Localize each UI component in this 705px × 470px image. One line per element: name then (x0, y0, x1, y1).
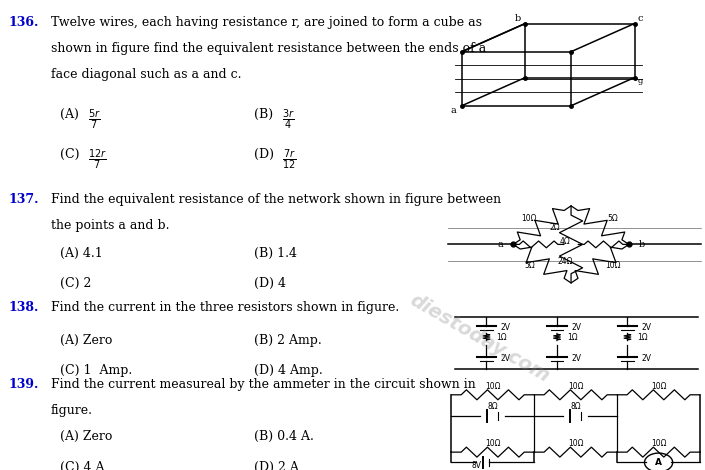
Text: 24Ω: 24Ω (558, 257, 573, 266)
Text: (A) Zero: (A) Zero (60, 430, 112, 443)
Text: 10Ω: 10Ω (651, 439, 666, 448)
Text: 10Ω: 10Ω (522, 213, 537, 222)
Text: Find the current measureal by the ammeter in the circuit shown in: Find the current measureal by the ammete… (51, 378, 475, 392)
Text: a: a (498, 240, 503, 249)
Text: 136.: 136. (8, 16, 39, 30)
Text: 10Ω: 10Ω (651, 382, 666, 391)
Text: b: b (515, 14, 521, 23)
Text: a: a (450, 106, 456, 115)
Text: shown in figure find the equivalent resistance between the ends of a: shown in figure find the equivalent resi… (51, 42, 486, 55)
Text: (D) 4: (D) 4 (254, 277, 286, 290)
Text: (D): (D) (254, 148, 274, 161)
Text: (A) 4.1: (A) 4.1 (60, 247, 103, 260)
Text: face diagonal such as a and c.: face diagonal such as a and c. (51, 68, 241, 81)
Text: (D) 4 Amp.: (D) 4 Amp. (254, 364, 323, 377)
Text: 138.: 138. (8, 301, 39, 314)
Text: g: g (637, 77, 643, 85)
Text: 10Ω: 10Ω (485, 439, 501, 448)
Text: $\frac{3r}{4}$: $\frac{3r}{4}$ (282, 108, 295, 133)
Text: 10Ω: 10Ω (568, 439, 583, 448)
Text: 10Ω: 10Ω (485, 382, 501, 391)
Text: figure.: figure. (51, 404, 93, 417)
Text: Twelve wires, each having resistance r, are joined to form a cube as: Twelve wires, each having resistance r, … (51, 16, 482, 30)
Text: 2V: 2V (501, 354, 510, 363)
Text: (C) 2: (C) 2 (60, 277, 92, 290)
Text: (B) 0.4 A.: (B) 0.4 A. (254, 430, 314, 443)
Text: 1Ω: 1Ω (567, 333, 577, 342)
Text: (C) 4 A: (C) 4 A (60, 461, 104, 470)
Text: 137.: 137. (8, 193, 39, 206)
Text: 10Ω: 10Ω (605, 261, 620, 270)
Text: $\frac{7r}{12}$: $\frac{7r}{12}$ (282, 148, 296, 172)
Text: $\frac{5r}{7}$: $\frac{5r}{7}$ (88, 108, 101, 133)
Text: (A): (A) (60, 108, 79, 121)
Text: 2V: 2V (571, 323, 581, 332)
Text: 8V: 8V (471, 461, 481, 470)
Text: (C) 1  Amp.: (C) 1 Amp. (60, 364, 132, 377)
Text: 2V: 2V (501, 323, 510, 332)
Text: 2Ω: 2Ω (550, 223, 560, 232)
Text: 1Ω: 1Ω (637, 333, 648, 342)
Text: A: A (655, 458, 662, 467)
Text: the points a and b.: the points a and b. (51, 219, 169, 232)
Text: 8Ω: 8Ω (487, 402, 498, 411)
Text: (C): (C) (60, 148, 80, 161)
Text: 2V: 2V (642, 323, 651, 332)
Text: Find the current in the three resistors shown in figure.: Find the current in the three resistors … (51, 301, 399, 314)
Text: Find the equivalent resistance of the network shown in figure between: Find the equivalent resistance of the ne… (51, 193, 501, 206)
Text: 4Ω: 4Ω (560, 237, 570, 246)
Text: 1Ω: 1Ω (496, 333, 507, 342)
Text: (B) 2 Amp.: (B) 2 Amp. (254, 334, 321, 347)
Text: b: b (639, 240, 644, 249)
Text: c: c (637, 14, 643, 23)
Text: 8Ω: 8Ω (570, 402, 581, 411)
Text: 139.: 139. (8, 378, 39, 392)
Text: $\frac{12r}{7}$: $\frac{12r}{7}$ (88, 148, 107, 172)
Text: (B): (B) (254, 108, 273, 121)
Text: (D) 2 A: (D) 2 A (254, 461, 299, 470)
Text: 2V: 2V (642, 354, 651, 363)
Text: 5Ω: 5Ω (524, 261, 535, 270)
Text: diestoday.com: diestoday.com (406, 290, 553, 386)
Text: (A) Zero: (A) Zero (60, 334, 112, 347)
Text: (B) 1.4: (B) 1.4 (254, 247, 297, 260)
Text: 10Ω: 10Ω (568, 382, 583, 391)
Text: 2V: 2V (571, 354, 581, 363)
Text: 5Ω: 5Ω (607, 213, 618, 222)
